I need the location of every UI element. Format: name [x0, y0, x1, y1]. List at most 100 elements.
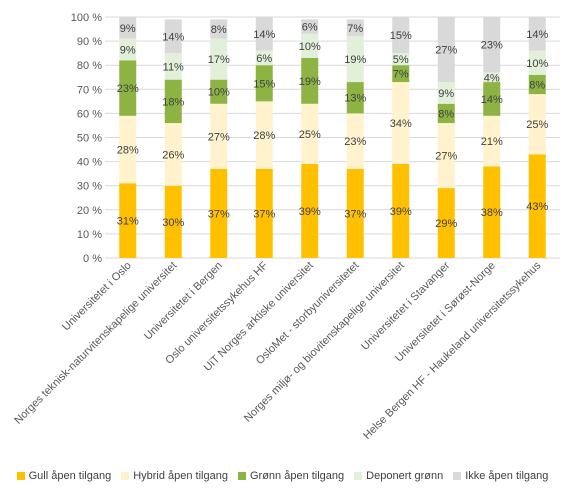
data-label: 28% — [253, 130, 275, 142]
data-label: 8% — [529, 79, 545, 91]
data-label: 37% — [208, 208, 230, 220]
data-label: 37% — [344, 208, 366, 220]
bar-segment — [346, 113, 364, 169]
bar-segment — [255, 65, 273, 102]
data-label: 27% — [435, 45, 457, 57]
bar-segment — [210, 19, 228, 39]
data-label: 10% — [208, 87, 230, 99]
y-tick-label: 60 % — [77, 108, 102, 120]
legend-swatch-hybrid — [121, 472, 130, 480]
bar-segment — [255, 168, 273, 258]
legend-item-gronn: Grønn åpen tilgang — [237, 470, 344, 482]
bar-segment — [437, 123, 455, 189]
bar-segment — [528, 154, 546, 258]
y-tick-label: 80 % — [77, 60, 102, 72]
y-tick-label: 70 % — [77, 84, 102, 96]
bar-segment — [392, 53, 410, 66]
legend-label-gull: Gull åpen tilgang — [28, 470, 112, 482]
data-label: 9% — [120, 45, 136, 57]
bar-segment — [346, 168, 364, 258]
bar-segment — [528, 74, 546, 95]
bar-segment — [346, 82, 364, 114]
bar-segment — [210, 38, 228, 80]
y-tick-label: 100 % — [71, 12, 102, 24]
bar-segment — [437, 188, 455, 258]
bar-segment — [210, 79, 228, 104]
data-label: 10% — [526, 58, 548, 70]
data-label: 23% — [481, 40, 503, 52]
data-label: 14% — [481, 94, 503, 106]
data-label: 19% — [344, 54, 366, 66]
data-label: 17% — [208, 54, 230, 66]
data-label: 8% — [438, 108, 454, 120]
x-tick-label: Norges teknisk-naturvitenskapelige unive… — [12, 260, 179, 427]
data-label: 15% — [390, 30, 412, 42]
legend-item-gull: Gull åpen tilgang — [16, 470, 112, 482]
y-tick-label: 20 % — [77, 205, 102, 217]
data-label: 30% — [162, 217, 184, 229]
legend: Gull åpen tilgang Hybrid åpen tilgang Gr… — [0, 470, 565, 482]
data-label: 25% — [526, 119, 548, 131]
data-label: 6% — [302, 22, 318, 34]
bar-segment — [119, 115, 137, 184]
data-label: 31% — [117, 216, 139, 228]
x-tick-label: Helse Bergen HF - Haukeland universitets… — [361, 259, 544, 442]
bar-segment — [301, 57, 319, 104]
data-label: 6% — [256, 53, 272, 65]
data-label: 13% — [344, 93, 366, 105]
data-label: 10% — [299, 41, 321, 53]
legend-swatch-ikke — [453, 472, 462, 480]
data-label: 23% — [117, 83, 139, 95]
data-label: 21% — [481, 136, 503, 148]
bar-segment — [255, 50, 273, 66]
y-tick-label: 40 % — [77, 157, 102, 169]
bar-segment — [119, 183, 137, 258]
data-label: 26% — [162, 149, 184, 161]
bar-segment — [301, 19, 319, 34]
x-tick-label: Norges miljø- og biovitenskapelige unive… — [242, 260, 407, 425]
bar-segment — [437, 17, 455, 83]
data-label: 25% — [299, 129, 321, 141]
bar-segment — [301, 33, 319, 58]
data-label: 15% — [253, 78, 275, 90]
bar-segment — [210, 103, 228, 169]
bar-segment — [119, 17, 137, 39]
bar-segment — [346, 36, 364, 83]
bar-segment — [164, 19, 182, 54]
bar-segment — [483, 17, 501, 73]
bar-segment — [119, 60, 137, 116]
bar-segment — [392, 65, 410, 83]
data-label: 39% — [299, 206, 321, 218]
data-label: 28% — [117, 145, 139, 157]
data-label: 14% — [253, 29, 275, 41]
legend-label-ikke: Ikke åpen tilgang — [465, 470, 549, 482]
bar-segment — [255, 17, 273, 51]
data-label: 19% — [299, 76, 321, 88]
data-label: 5% — [393, 54, 409, 66]
legend-label-hybrid: Hybrid åpen tilgang — [133, 470, 228, 482]
data-label: 43% — [526, 201, 548, 213]
data-label: 7% — [393, 69, 409, 81]
data-label: 34% — [390, 118, 412, 130]
data-label: 27% — [208, 131, 230, 143]
data-label: 9% — [120, 23, 136, 35]
data-label: 14% — [162, 31, 184, 43]
bar-segment — [483, 82, 501, 116]
bar-segment — [255, 101, 273, 169]
y-tick-label: 30 % — [77, 181, 102, 193]
legend-item-hybrid: Hybrid åpen tilgang — [121, 470, 228, 482]
data-label: 11% — [163, 61, 184, 73]
bar-segment — [164, 185, 182, 258]
bar-segment — [483, 115, 501, 167]
legend-item-ikke: Ikke åpen tilgang — [453, 470, 548, 482]
bar-segment — [392, 164, 410, 258]
y-tick-label: 10 % — [77, 229, 102, 241]
bar-segment — [119, 38, 137, 61]
bar-segment — [164, 79, 182, 124]
data-label: 23% — [344, 136, 366, 148]
bar-segment — [392, 17, 410, 54]
y-tick-label: 90 % — [77, 36, 102, 48]
bar-segment — [528, 94, 546, 155]
